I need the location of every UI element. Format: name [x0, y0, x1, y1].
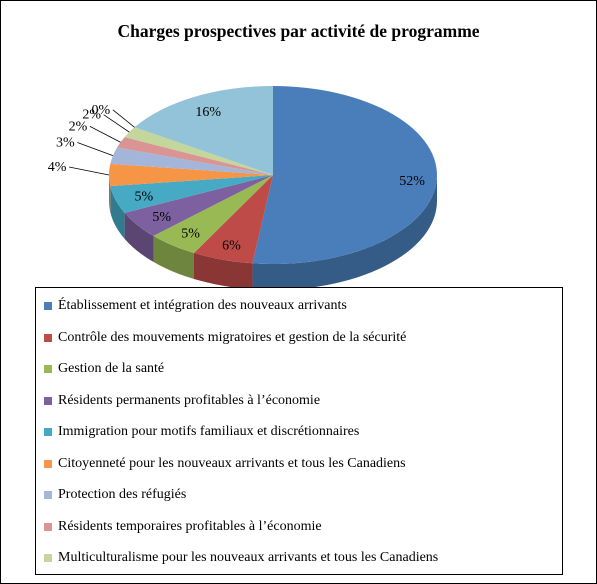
data-label: 0%	[92, 103, 111, 118]
legend-item: Résidents permanents profitables à l’éco…	[44, 391, 320, 411]
pie-slice	[193, 175, 273, 264]
pie-slice-side	[193, 252, 253, 290]
pie-slice-side	[252, 175, 437, 290]
chart-title: Charges prospectives par activité de pro…	[117, 21, 480, 41]
legend-label: Gestion de la santé	[58, 361, 165, 376]
legend-label: Protection des réfugiés	[58, 487, 187, 502]
data-label: 2%	[69, 119, 88, 134]
legend-label: Immigration pour motifs familiaux et dis…	[58, 424, 360, 439]
pie-slice	[110, 175, 273, 213]
legend-item: Multiculturalisme pour les nouveaux arri…	[44, 548, 438, 568]
pie-slice-side	[153, 235, 194, 279]
legend-swatch	[44, 491, 52, 499]
pie-slice-side	[110, 186, 125, 239]
legend-swatch	[44, 428, 52, 436]
legend-item: Immigration pour motifs familiaux et dis…	[44, 422, 359, 442]
leader-line	[69, 166, 110, 176]
legend-swatch	[44, 522, 52, 531]
pie-slice	[134, 86, 273, 175]
legend-item: Contrôle des mouvements migratoires et g…	[44, 328, 406, 348]
pie-slice	[108, 163, 273, 187]
data-label: 5%	[152, 210, 171, 225]
legend-swatch	[44, 554, 52, 562]
legend-label: Résidents temporaires profitables à l’éc…	[58, 518, 322, 534]
pie-slice	[110, 147, 273, 175]
data-label: 2%	[82, 108, 101, 123]
data-label: 5%	[181, 227, 200, 242]
legend-label: Établissement et intégration des nouveau…	[58, 298, 347, 313]
data-label: 4%	[48, 160, 67, 175]
legend-label: Citoyenneté pour les nouveaux arrivants …	[58, 455, 406, 471]
data-label: 52%	[399, 174, 425, 189]
legend-item: Résidents temporaires profitables à l’éc…	[44, 517, 322, 537]
pie-slice	[124, 175, 273, 236]
chart-legend: Établissement et intégration des nouveau…	[35, 287, 563, 575]
leader-line	[77, 142, 114, 156]
legend-swatch	[44, 396, 52, 405]
pie-slice	[252, 86, 437, 264]
pie-slice-side	[109, 175, 111, 213]
leader-line	[112, 109, 135, 128]
leader-line	[89, 126, 121, 143]
pie-slice	[117, 137, 273, 175]
legend-swatch	[44, 459, 52, 468]
legend-item: Établissement et intégration des nouveau…	[44, 296, 347, 316]
legend-label: Résidents permanents profitables à l’éco…	[58, 392, 321, 408]
data-label: 3%	[56, 136, 75, 151]
legend-label: Contrôle des mouvements migratoires et g…	[58, 329, 407, 345]
pie-slice	[153, 175, 273, 253]
pie-chart: 52%6%5%5%5%4%3%2%2%0% 16%	[48, 86, 437, 290]
pie-slice-side	[124, 212, 154, 262]
data-label: 5%	[135, 189, 154, 204]
legend-swatch	[44, 333, 52, 342]
leader-line	[103, 114, 130, 133]
legend-item: Protection des réfugiés	[44, 485, 186, 505]
legend-swatch	[44, 365, 52, 373]
legend-swatch	[44, 302, 52, 310]
data-label: 6%	[222, 238, 241, 253]
legend-item: Citoyenneté pour les nouveaux arrivants …	[44, 454, 406, 474]
legend-item: Gestion de la santé	[44, 359, 164, 379]
data-label: 16%	[195, 105, 221, 120]
pie-slice	[124, 127, 273, 175]
legend-label: Multiculturalisme pour les nouveaux arri…	[58, 550, 439, 565]
